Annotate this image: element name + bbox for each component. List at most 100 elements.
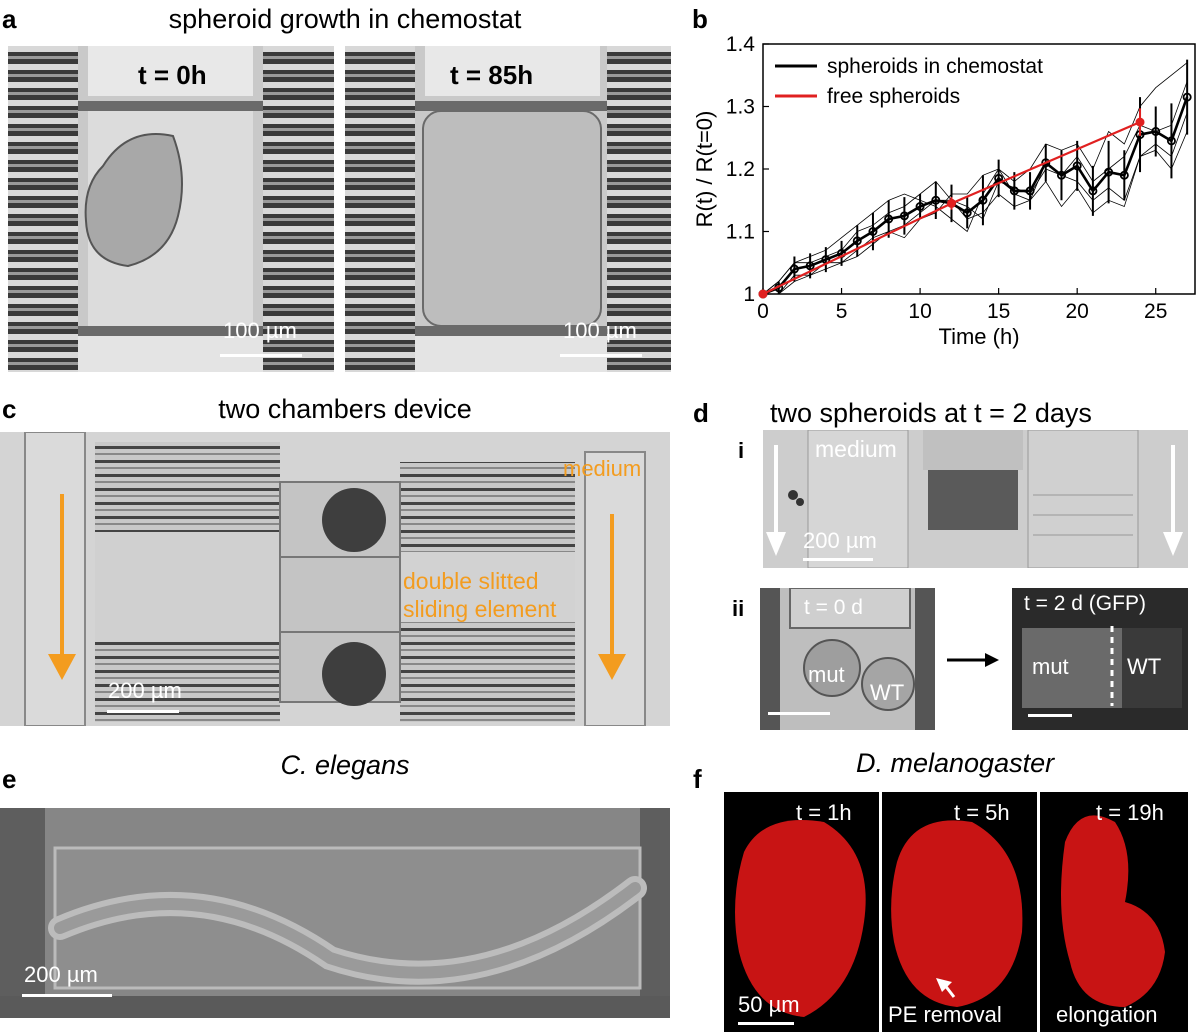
x-tick-label: 5	[836, 300, 848, 323]
medium-label-d: medium	[815, 436, 897, 462]
panel-label-a: a	[2, 4, 17, 34]
data-point	[789, 264, 799, 274]
panel-a-title: spheroid growth in chemostat	[168, 4, 522, 34]
individual-trace-line	[763, 81, 1188, 295]
micrograph-c-elegans: 200 µm	[0, 808, 670, 1018]
data-point	[1119, 170, 1129, 180]
scalebar-label-f: 50 µm	[738, 992, 800, 1017]
scalebar-a-left	[220, 354, 302, 357]
y-axis-label: R(t) / R(t=0)	[692, 111, 717, 228]
label-pe-removal: PE removal	[888, 1002, 1002, 1027]
data-point	[1104, 167, 1114, 177]
subpanel-label-ii: ii	[732, 596, 745, 621]
y-tick-label: 1.4	[726, 33, 756, 56]
panel-c-title: two chambers device	[218, 394, 472, 424]
panel-label-f: f	[693, 764, 702, 794]
micrograph-spheroids-gfp: t = 2 d (GFP) mut WT	[1012, 588, 1188, 730]
panel-d-title: two spheroids at t = 2 days	[770, 398, 1092, 428]
micrograph-two-chambers: medium double slitted sliding element 20…	[0, 432, 670, 726]
micrograph-t85-graphic	[345, 46, 671, 372]
individual-trace-line	[762, 131, 1188, 295]
individual-trace-line	[763, 112, 1188, 295]
x-tick-label: 25	[1144, 300, 1167, 323]
panel-label-e: e	[2, 764, 17, 794]
data-point	[978, 195, 988, 205]
c-elegans-graphic	[0, 808, 670, 1018]
y-tick-label: 1	[743, 283, 755, 306]
data-point	[947, 198, 957, 208]
time-label-f-1h: t = 1h	[796, 800, 852, 825]
data-point	[1151, 127, 1161, 137]
panel-e-title: C. elegans	[280, 750, 410, 780]
data-point	[884, 214, 894, 224]
embryo-t1h: t = 1h 50 µm	[724, 792, 879, 1032]
time-label-d-gfp: t = 2 d (GFP)	[1024, 592, 1146, 615]
data-point	[1182, 92, 1192, 102]
time-label-t0: t = 0h	[138, 60, 207, 90]
scalebar-c	[107, 710, 179, 713]
time-label-f-5h: t = 5h	[954, 800, 1010, 825]
panel-label-b: b	[692, 4, 708, 34]
scalebar-d-gfp	[1028, 714, 1072, 717]
y-tick-label: 1.2	[726, 158, 755, 181]
data-point	[852, 236, 862, 246]
x-tick-label: 15	[987, 300, 1010, 323]
micrograph-t0-graphic	[8, 46, 334, 372]
legend-entry: free spheroids	[827, 85, 960, 108]
label-wt-gfp: WT	[1127, 654, 1162, 679]
x-tick-label: 0	[757, 300, 769, 323]
two-chambers-graphic	[0, 432, 670, 726]
two-spheroids-device-graphic	[763, 430, 1188, 568]
data-point	[1135, 117, 1145, 127]
scalebar-label-a-left: 100 µm	[223, 318, 297, 343]
data-point	[1166, 136, 1176, 146]
scalebar-d	[803, 558, 873, 561]
data-point	[1072, 161, 1082, 171]
legend-entry: spheroids in chemostat	[827, 55, 1043, 78]
data-point	[1041, 158, 1051, 168]
label-wt-t0: WT	[870, 680, 905, 705]
spheroids-gfp-graphic	[1012, 588, 1188, 730]
sliding-element-label-2: sliding element	[403, 596, 557, 622]
data-point	[758, 289, 768, 299]
data-point	[1009, 186, 1019, 196]
y-tick-label: 1.1	[726, 221, 755, 244]
micrograph-t0: t = 0h 100 µm	[8, 46, 334, 372]
data-point	[868, 226, 878, 236]
scalebar-label-c: 200 µm	[108, 678, 182, 703]
spheroids-t0-graphic	[760, 588, 935, 730]
data-point	[899, 211, 909, 221]
medium-label-c: medium	[563, 456, 642, 481]
data-point	[1025, 186, 1035, 196]
time-label-d-t0: t = 0 d	[804, 596, 863, 619]
label-mut-t0: mut	[808, 662, 845, 687]
arrow-right-icon	[947, 653, 999, 667]
micrograph-two-spheroids-device: medium 200 µm	[763, 430, 1188, 568]
time-label-t85: t = 85h	[450, 60, 534, 90]
data-point	[915, 201, 925, 211]
micrograph-spheroids-t0: t = 0 d mut WT	[760, 588, 935, 730]
data-point	[962, 208, 972, 218]
scalebar-label-d: 200 µm	[803, 528, 877, 553]
data-point	[1088, 186, 1098, 196]
label-elongation: elongation	[1056, 1002, 1158, 1027]
data-point	[1056, 170, 1066, 180]
series-line	[762, 96, 1189, 296]
embryo-t5h-graphic	[891, 820, 1023, 1007]
scalebar-a-right	[560, 354, 642, 357]
x-tick-label: 20	[1066, 300, 1089, 323]
growth-chart: 0 5 10 15 20 25 1 1.1 1.2 1.3 1.4 Time (h) R(t) / R(…	[692, 33, 1196, 349]
panel-f-title: D. melanogaster	[856, 748, 1055, 778]
scalebar-label-e: 200 µm	[24, 962, 98, 987]
y-tick-label: 1.3	[726, 96, 755, 119]
sliding-element-label-1: double slitted	[403, 568, 539, 594]
scalebar-f	[738, 1022, 794, 1025]
label-mut-gfp: mut	[1032, 654, 1069, 679]
time-label-f-19h: t = 19h	[1096, 800, 1164, 825]
subpanel-label-i: i	[738, 438, 745, 463]
x-tick-label: 10	[908, 300, 931, 323]
scalebar-e	[22, 994, 112, 997]
data-point	[931, 195, 941, 205]
embryo-t5h: t = 5h PE removal	[882, 792, 1037, 1032]
embryo-t19h: t = 19h elongation	[1040, 792, 1188, 1032]
